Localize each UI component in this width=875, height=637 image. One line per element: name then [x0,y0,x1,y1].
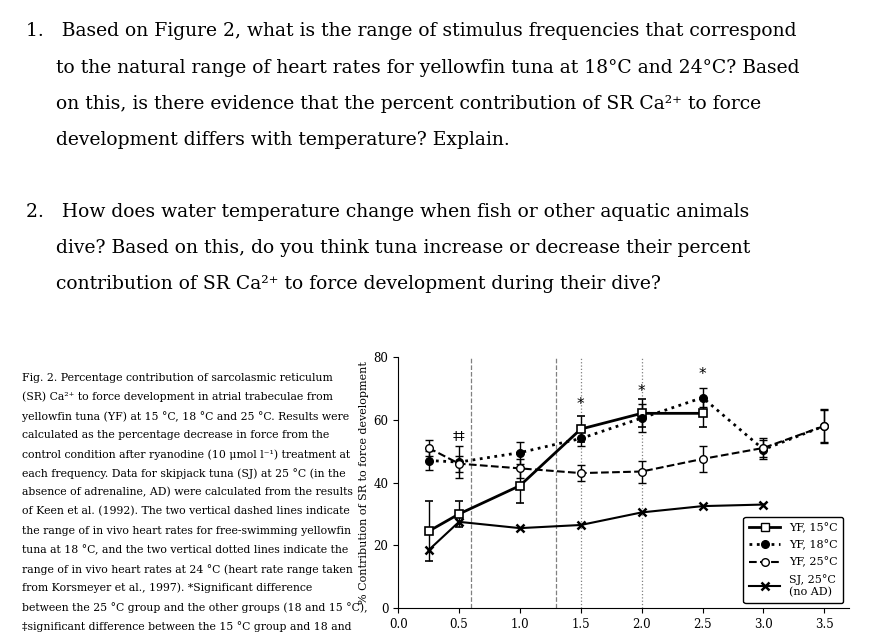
Text: absence of adrenaline, AD) were calculated from the results: absence of adrenaline, AD) were calculat… [22,487,353,497]
Text: calculated as the percentage decrease in force from the: calculated as the percentage decrease in… [22,430,329,440]
Text: from Korsmeyer et al., 1997). *Significant difference: from Korsmeyer et al., 1997). *Significa… [22,583,312,594]
Y-axis label: % Contribution of SR to force development: % Contribution of SR to force developmen… [360,361,369,604]
Text: of Keen et al. (1992). The two vertical dashed lines indicate: of Keen et al. (1992). The two vertical … [22,506,350,517]
Text: range of in vivo heart rates at 24 °C (heart rate range taken: range of in vivo heart rates at 24 °C (h… [22,564,353,575]
Text: between the 25 °C group and the other groups (18 and 15 °C),: between the 25 °C group and the other gr… [22,602,367,613]
Text: 2.   How does water temperature change when fish or other aquatic animals: 2. How does water temperature change whe… [26,203,750,220]
Text: yellowfin tuna (YF) at 15 °C, 18 °C and 25 °C. Results were: yellowfin tuna (YF) at 15 °C, 18 °C and … [22,411,349,422]
Text: to the natural range of heart rates for yellowfin tuna at 18°C and 24°C? Based: to the natural range of heart rates for … [26,59,800,76]
Text: *: * [699,367,706,382]
Legend: YF, 15°C, YF, 18°C, YF, 25°C, SJ, 25°C
(no AD): YF, 15°C, YF, 18°C, YF, 25°C, SJ, 25°C (… [744,517,844,603]
Text: the range of in vivo heart rates for free-swimming yellowfin: the range of in vivo heart rates for fre… [22,526,351,536]
Text: tuna at 18 °C, and the two vertical dotted lines indicate the: tuna at 18 °C, and the two vertical dott… [22,545,348,555]
Text: *: * [577,397,584,412]
Text: on this, is there evidence that the percent contribution of SR Ca²⁺ to force: on this, is there evidence that the perc… [26,95,761,113]
Text: control condition after ryanodine (10 μmol l⁻¹) treatment at: control condition after ryanodine (10 μm… [22,449,350,460]
Text: *: * [638,384,646,399]
Text: ‡‡: ‡‡ [452,429,466,441]
Text: (SR) Ca²⁺ to force development in atrial trabeculae from: (SR) Ca²⁺ to force development in atrial… [22,392,332,403]
Text: ‡significant difference between the 15 °C group and 18 and: ‡significant difference between the 15 °… [22,621,352,632]
Text: development differs with temperature? Explain.: development differs with temperature? Ex… [26,131,510,149]
Text: contribution of SR Ca²⁺ to force development during their dive?: contribution of SR Ca²⁺ to force develop… [26,275,662,293]
Text: dive? Based on this, do you think tuna increase or decrease their percent: dive? Based on this, do you think tuna i… [26,239,751,257]
Text: 1.   Based on Figure 2, what is the range of stimulus frequencies that correspon: 1. Based on Figure 2, what is the range … [26,22,797,40]
Text: each frequency. Data for skipjack tuna (SJ) at 25 °C (in the: each frequency. Data for skipjack tuna (… [22,468,346,479]
Text: Fig. 2. Percentage contribution of sarcolasmic reticulum: Fig. 2. Percentage contribution of sarco… [22,373,332,383]
